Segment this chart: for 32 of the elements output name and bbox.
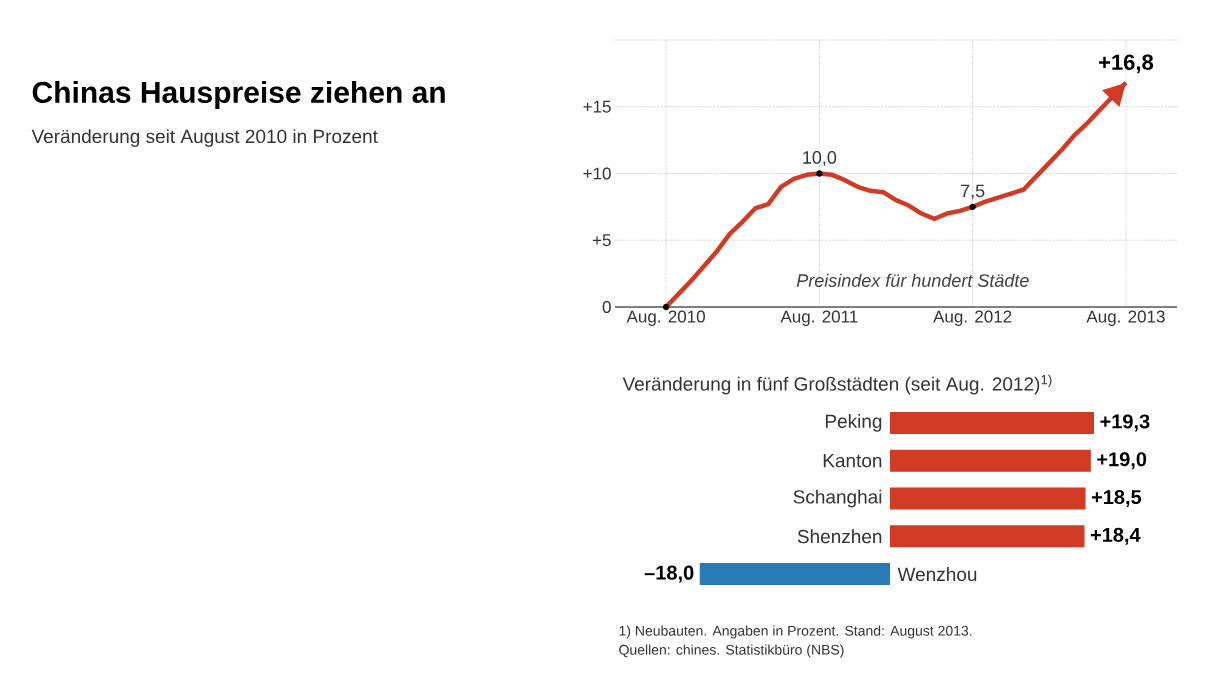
text: Preisindex für hundert Städte (796, 273, 1029, 287)
source-note: Quellen: chines. Statistikbüro (NBS) (619, 644, 844, 658)
annotation: 7,5 (961, 184, 985, 200)
y-tick-label: Peking (825, 414, 882, 432)
x-tick-label: Aug. 2010 (626, 310, 705, 326)
bar (890, 411, 1095, 434)
text: 1) Neubauten. Angaben in Prozent. Stand: August 2013. (619, 625, 972, 639)
data-label: +18,5 (1091, 489, 1142, 508)
y-tick-label: 0 (602, 300, 611, 314)
bar (699, 563, 891, 586)
y-tick-label: Shenzhen (797, 529, 882, 544)
x-tick-label: Aug. 2011 (780, 310, 858, 326)
text: Veränderung seit August 2010 in Prozent (31, 129, 378, 147)
data-label: +18,4 (1090, 527, 1141, 545)
annotation: +16,8 (1099, 54, 1154, 74)
y-tick-label: Kanton (823, 454, 882, 468)
y-tick-label: +15 (583, 100, 611, 113)
y-tick-label: +5 (592, 234, 611, 247)
chart-title: Veränderung in fünf Großstädten (seit Aug. 2012)$^{1)}$ (622, 374, 1052, 395)
data-label: +19,0 (1097, 452, 1147, 470)
data-label: +19,3 (1100, 414, 1150, 432)
y-tick-label: Wenzhou (897, 567, 977, 582)
y-tick-label: +10 (583, 167, 611, 180)
x-tick-label: Aug. 2013 (1086, 310, 1165, 326)
y-tick-label: Schanghai (793, 489, 882, 508)
annotation: 10,0 (803, 151, 837, 166)
data-label: –18,0 (644, 565, 694, 583)
bar (890, 487, 1086, 510)
bar (890, 525, 1085, 548)
text: Chinas Hauspreise ziehen an (32, 81, 445, 109)
bar (890, 449, 1091, 472)
x-tick-label: Aug. 2012 (933, 310, 1012, 326)
